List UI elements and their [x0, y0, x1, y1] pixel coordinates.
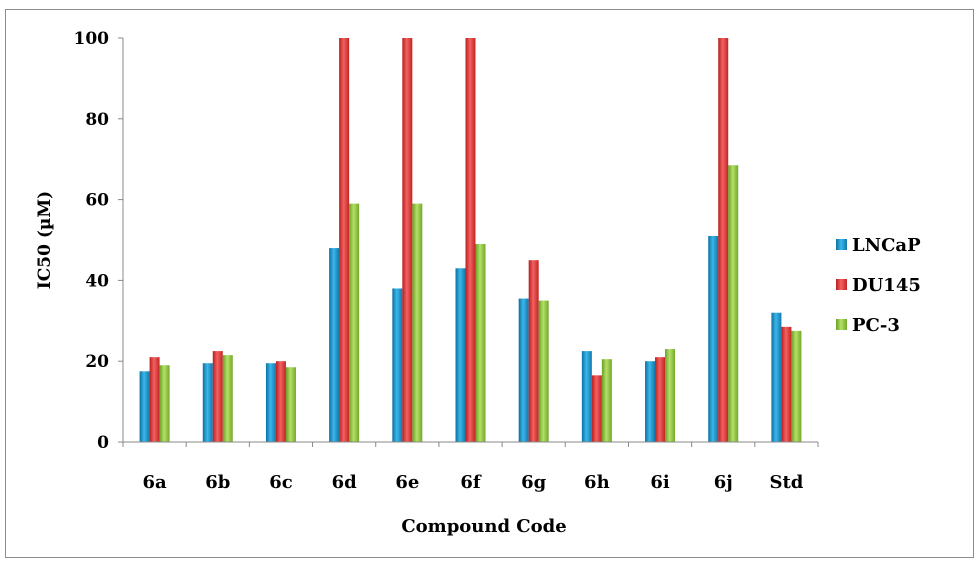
bar-pc-3-6c	[285, 367, 296, 442]
bar-lncap-std	[771, 312, 782, 442]
y-tick-label: 40	[85, 271, 109, 291]
bar-du145-6b	[212, 351, 223, 442]
bar-du145-6c	[275, 361, 286, 442]
bar-du145-6f	[465, 38, 476, 442]
y-tick-label: 100	[74, 29, 110, 49]
x-tick-label: 6b	[205, 472, 230, 493]
legend-label-du145: DU145	[852, 275, 921, 296]
y-tick-label: 60	[85, 191, 109, 211]
bar-lncap-6j	[708, 235, 719, 442]
bar-pc-3-6b	[222, 355, 233, 442]
bar-pc-3-std	[791, 330, 802, 442]
bar-du145-6e	[402, 38, 413, 442]
legend-swatch-lncap	[836, 239, 847, 250]
bar-du145-6j	[718, 38, 729, 442]
y-tick-label: 80	[85, 110, 109, 130]
legend-swatch-pc-3	[836, 319, 847, 330]
bar-du145-6a	[149, 357, 160, 442]
bar-lncap-6i	[645, 361, 656, 442]
bars-layer	[139, 38, 802, 442]
bar-pc-3-6e	[412, 203, 423, 442]
bar-du145-6i	[655, 357, 666, 442]
y-tick-label: 0	[97, 433, 109, 453]
chart-frame	[5, 9, 974, 558]
bar-pc-3-6j	[728, 165, 739, 442]
bar-pc-3-6f	[475, 244, 486, 442]
legend-label-pc-3: PC-3	[852, 315, 900, 336]
x-tick-label: Std	[769, 472, 803, 493]
x-tick-label: 6e	[395, 472, 419, 493]
x-tick-label: 6c	[269, 472, 293, 493]
bar-lncap-6f	[455, 268, 466, 442]
legend: LNCaP DU145 PC-3	[836, 235, 921, 336]
bar-pc-3-6g	[538, 300, 549, 442]
bar-pc-3-6a	[159, 365, 170, 442]
bar-lncap-6c	[265, 363, 276, 442]
bar-du145-6h	[591, 375, 602, 442]
legend-swatch-du145	[836, 279, 847, 290]
x-tick-label: 6d	[332, 472, 358, 493]
bar-lncap-6a	[139, 371, 150, 442]
bar-lncap-6e	[392, 288, 403, 442]
x-axis-title: Compound Code	[401, 516, 566, 537]
bar-pc-3-6i	[665, 349, 676, 442]
x-tick-label: 6h	[584, 472, 610, 493]
x-tick-label: 6g	[521, 472, 547, 493]
x-tick-label: 6i	[650, 472, 670, 493]
bar-lncap-6b	[202, 363, 213, 442]
axes-layer: 0 20 40 60 80 100 6a 6b 6c 6d 6e 6f 6g 6h 6i 6j Std	[74, 29, 819, 493]
bar-lncap-6d	[329, 248, 340, 442]
bar-lncap-6h	[581, 351, 592, 442]
legend-label-lncap: LNCaP	[852, 235, 921, 256]
x-tick-label: 6f	[460, 472, 482, 493]
bar-pc-3-6d	[349, 203, 360, 442]
bar-du145-6g	[528, 260, 539, 442]
bar-pc-3-6h	[601, 359, 612, 442]
y-tick-label: 20	[85, 352, 109, 372]
bar-lncap-6g	[518, 298, 529, 442]
bar-du145-std	[781, 326, 792, 442]
bar-du145-6d	[339, 38, 350, 442]
x-tick-label: 6a	[142, 472, 167, 493]
y-axis-title: IC50 (µM)	[35, 191, 55, 289]
x-tick-label: 6j	[714, 472, 733, 493]
